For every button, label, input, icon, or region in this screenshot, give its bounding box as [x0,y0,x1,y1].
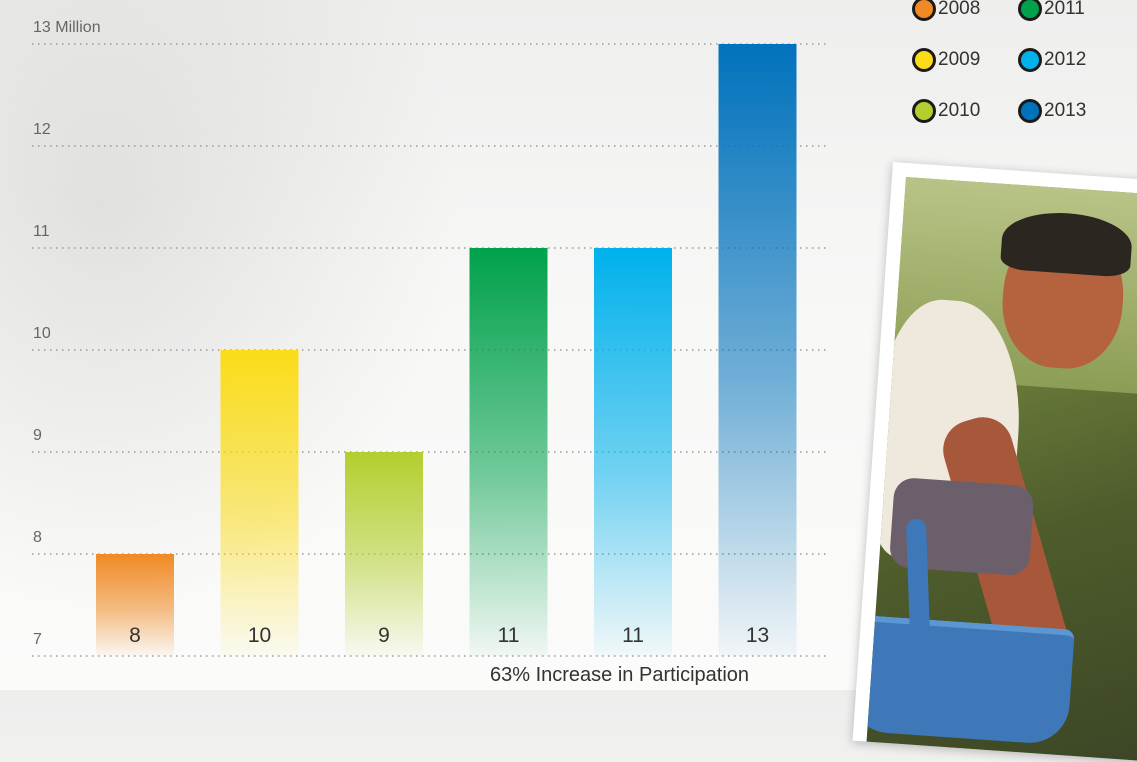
bar-2010 [345,452,423,656]
man-gardening-photo [852,162,1137,762]
legend-swatch [1018,99,1042,123]
legend-label: 2009 [938,49,981,70]
legend-label: 2013 [1044,100,1087,121]
y-tick-label: 9 [33,427,42,444]
legend-item-2011: 2011 [1018,0,1085,24]
bar-2012 [594,248,672,656]
chart-legend: 2008 2009 2010 2011 2012 2013 [912,0,1137,134]
y-tick-label: 7 [33,631,42,648]
bar-value-label: 10 [248,624,271,647]
legend-item-2008: 2008 [912,0,980,24]
bars [96,44,797,656]
bar-2011 [469,248,548,656]
photo-image [866,176,1137,762]
legend-item-2012: 2012 [1018,45,1086,75]
legend-swatch [912,48,936,72]
chart-annotation: 63% Increase in Participation [490,664,750,686]
legend-swatch [1018,48,1042,72]
legend-item-2010: 2010 [912,96,980,126]
y-tick-label: 12 [33,121,51,138]
bar-chart: 7 8 9 10 11 12 13 Million 8 10 9 11 11 13 [32,19,830,657]
y-tick-label: 13 Million [33,19,101,36]
y-tick-label: 8 [33,529,42,546]
bar-value-labels: 8 10 9 11 11 13 [129,624,769,647]
y-axis-ticks: 7 8 9 10 11 12 13 Million [33,19,101,648]
legend-item-2009: 2009 [912,45,980,75]
legend-swatch [912,0,936,21]
legend-item-2013: 2013 [1018,96,1086,126]
bar-value-label: 11 [498,624,520,647]
y-tick-label: 10 [33,325,51,342]
bar-value-label: 13 [746,624,769,647]
legend-label: 2008 [938,0,981,19]
legend-label: 2012 [1044,49,1087,70]
bar-value-label: 9 [378,624,390,647]
bar-2008 [96,554,174,656]
y-tick-label: 11 [33,223,50,240]
legend-label: 2010 [938,100,981,121]
bar-value-label: 11 [622,624,644,647]
photo-basket-handle [905,518,931,640]
bar-value-label: 8 [129,624,141,647]
bar-2009 [220,350,299,656]
legend-swatch [1018,0,1042,21]
bar-2013 [718,44,797,656]
legend-label: 2011 [1044,0,1085,19]
legend-swatch [912,99,936,123]
photo-basket [866,614,1075,746]
